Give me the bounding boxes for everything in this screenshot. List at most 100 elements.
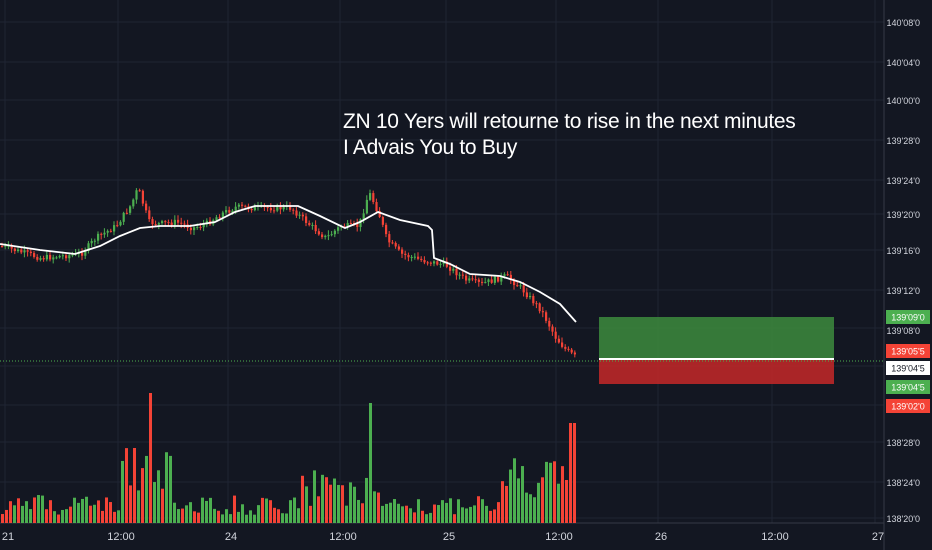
price-tag-last: [886, 361, 930, 375]
volume-bar: [377, 492, 380, 523]
volume-bar: [189, 502, 192, 523]
candle: [324, 235, 327, 238]
volume-bar: [109, 502, 112, 523]
price-axis-label: 138'28'0: [887, 438, 920, 448]
volume-bar: [545, 461, 548, 523]
candle: [164, 221, 167, 223]
candle: [429, 262, 432, 264]
candle: [45, 254, 48, 260]
volume-bar: [401, 506, 404, 523]
candle: [20, 249, 23, 253]
volume-bar: [561, 466, 564, 523]
candle: [189, 227, 192, 231]
volume-bar: [437, 505, 440, 523]
volume-bar: [1, 514, 4, 523]
time-axis-label: 12:00: [107, 531, 135, 543]
candle: [26, 250, 29, 252]
volume-bar: [417, 499, 420, 523]
candle: [388, 234, 391, 243]
candle: [385, 224, 388, 235]
volume-bar: [233, 495, 236, 523]
annotation-line-2: I Advais You to Buy: [343, 136, 518, 159]
volume-bar: [513, 458, 516, 523]
volume-bar: [529, 494, 532, 523]
volume-bar: [277, 509, 280, 523]
volume-bar: [549, 462, 552, 523]
candle: [471, 278, 474, 280]
candle: [397, 246, 400, 250]
candle: [513, 280, 516, 286]
candle: [138, 190, 141, 192]
candle: [330, 234, 333, 236]
volume-bar: [17, 498, 20, 523]
volume-bars: [1, 393, 576, 523]
candle: [423, 260, 426, 263]
candle: [148, 210, 151, 220]
volume-bar: [41, 495, 44, 523]
candle: [417, 256, 420, 259]
candle: [567, 348, 570, 350]
candle: [321, 234, 324, 238]
candle: [29, 251, 32, 254]
candle: [10, 245, 13, 249]
candle: [65, 255, 68, 259]
candle: [506, 274, 509, 276]
candle: [452, 268, 455, 271]
volume-bar: [565, 479, 568, 523]
candle: [535, 303, 538, 305]
volume-bar: [45, 509, 48, 523]
candles: [1, 188, 576, 358]
volume-bar: [445, 502, 448, 523]
volume-bar: [273, 507, 276, 523]
volume-bar: [429, 512, 432, 523]
volume-bar: [313, 470, 316, 523]
volume-bar: [173, 502, 176, 523]
volume-bar: [9, 501, 12, 523]
candle: [365, 199, 368, 214]
candle: [308, 222, 311, 226]
candle: [84, 251, 87, 256]
candle: [349, 223, 352, 225]
candle: [449, 266, 452, 271]
volume-bar: [97, 500, 100, 523]
volume-bar: [225, 509, 228, 523]
volume-bar: [305, 486, 308, 523]
volume-bar: [217, 510, 220, 523]
candle: [17, 249, 20, 252]
volume-bar: [469, 506, 472, 523]
candle: [391, 242, 394, 244]
time-axis-label: 21: [2, 531, 14, 543]
candle: [445, 261, 448, 267]
candle: [199, 227, 202, 229]
candle: [276, 205, 279, 211]
candle: [554, 331, 557, 339]
candle: [458, 274, 461, 276]
volume-bar: [297, 508, 300, 523]
volume-bar: [101, 510, 104, 523]
volume-bar: [409, 508, 412, 523]
volume-bar: [325, 477, 328, 523]
volume-bar: [261, 497, 264, 523]
price-axis-label: 139'12'0: [887, 286, 920, 296]
volume-bar: [357, 499, 360, 523]
price-axis-label: 138'20'0: [887, 514, 920, 524]
volume-bar: [461, 507, 464, 523]
volume-bar: [281, 513, 284, 523]
volume-bar: [477, 496, 480, 523]
volume-bar: [93, 504, 96, 523]
candle: [573, 352, 576, 355]
volume-bar: [365, 477, 368, 523]
volume-bar: [293, 497, 296, 523]
candle: [90, 240, 93, 244]
candle: [61, 255, 64, 257]
candle: [58, 255, 61, 258]
volume-bar: [89, 505, 92, 523]
candle: [401, 249, 404, 254]
candle: [404, 253, 407, 256]
candle: [548, 320, 551, 327]
candle: [177, 219, 180, 223]
volume-bar: [177, 509, 180, 523]
candle: [125, 212, 128, 214]
volume-bar: [105, 497, 108, 523]
